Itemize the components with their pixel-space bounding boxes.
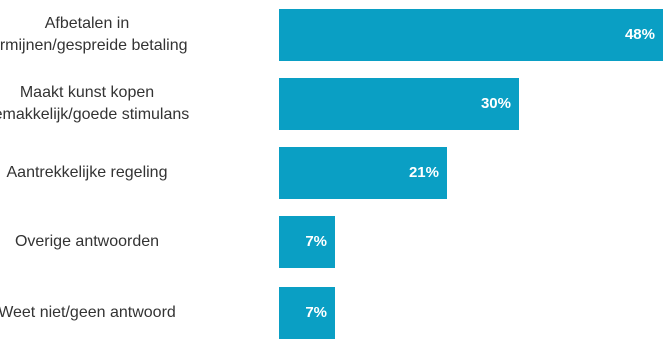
category-label: Maakt kunst kopen gemakkelijk/goede stim… bbox=[0, 84, 190, 123]
bar-value-label: 7% bbox=[305, 233, 327, 250]
category-label: Overige antwoorden bbox=[14, 233, 160, 250]
bar bbox=[279, 9, 663, 61]
category-label: Aantrekkelijke regeling bbox=[6, 164, 168, 181]
bar-value-label: 21% bbox=[408, 164, 439, 181]
category-label: Afbetalen in termijnen/gespreide betalin… bbox=[0, 15, 188, 54]
bar-value-label: 30% bbox=[480, 95, 511, 112]
bar bbox=[279, 78, 519, 130]
bar bbox=[279, 147, 447, 199]
bar-value-label: 7% bbox=[305, 304, 327, 321]
bar-value-label: 48% bbox=[624, 26, 655, 43]
horizontal-bar-chart: Afbetalen in termijnen/gespreide betalin… bbox=[0, 9, 663, 339]
bar bbox=[279, 216, 335, 268]
category-label: Weet niet/geen antwoord bbox=[0, 304, 176, 321]
